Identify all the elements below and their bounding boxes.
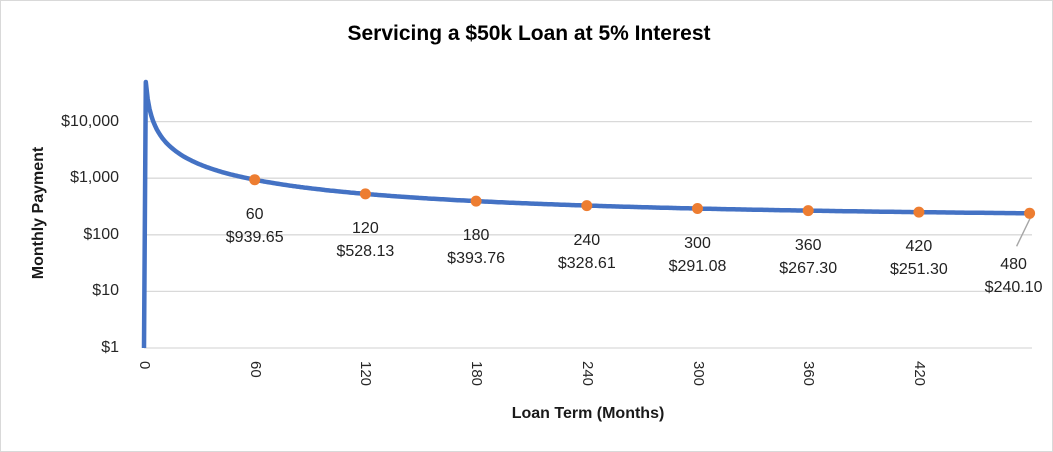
x-tick-label: 300 (689, 361, 707, 387)
data-label: 120 $528.13 (295, 217, 435, 263)
label-leader-line (1015, 216, 1032, 247)
data-label-payment: $528.13 (336, 242, 395, 260)
data-label-payment: $291.08 (668, 257, 727, 275)
y-tick-label: $1,000 (70, 169, 119, 187)
x-tick-label: 180 (468, 361, 486, 387)
x-tick-label: 120 (357, 361, 375, 387)
y-tick-label: $1 (101, 339, 119, 356)
x-tick-label: 0 (136, 361, 153, 370)
x-tick-label: 360 (800, 361, 818, 387)
data-point-marker (1024, 207, 1036, 219)
data-point-marker (359, 188, 371, 200)
x-axis-title: Loan Term (Months) (511, 405, 665, 422)
data-label-payment: $251.30 (889, 261, 948, 279)
data-label-payment: $393.76 (447, 250, 506, 268)
data-label: 300 $291.08 (628, 232, 768, 278)
data-label-term: 120 (352, 219, 379, 237)
data-point-marker (581, 200, 593, 212)
data-label-term: 300 (684, 234, 711, 252)
data-label: 240 $328.61 (517, 229, 657, 275)
data-label-term: 240 (573, 231, 601, 249)
data-label: 60 $939.65 (185, 203, 325, 249)
data-point-marker (692, 203, 703, 214)
y-tick-label: $10 (92, 282, 119, 300)
chart-title: Servicing a $50k Loan at 5% Interest (347, 22, 711, 45)
y-tick-label: $10,000 (61, 112, 119, 130)
data-label: 480 $240.10 (944, 253, 1052, 299)
data-label-payment: $939.65 (225, 228, 284, 246)
x-tick-label: 240 (578, 361, 596, 387)
y-tick-label: $100 (83, 225, 119, 243)
x-tick-label: 60 (246, 361, 264, 378)
data-point-marker (470, 195, 482, 207)
data-label-payment: $267.30 (779, 259, 838, 277)
data-label-term: 360 (794, 236, 822, 254)
data-label-term: 480 (1000, 256, 1027, 274)
data-point-marker (802, 205, 814, 217)
x-tick-label: 420 (910, 361, 928, 387)
data-label-term: 180 (462, 227, 490, 245)
data-label-term: 420 (905, 238, 933, 256)
data-label-payment: $328.61 (557, 254, 616, 272)
data-point-marker (913, 206, 925, 218)
data-point-marker (249, 174, 261, 186)
data-label: 360 $267.30 (738, 234, 878, 280)
data-label: 180 $393.76 (406, 224, 546, 270)
data-label-term: 60 (245, 205, 264, 223)
data-label-payment: $240.10 (984, 279, 1043, 297)
data-label: 420 $251.30 (849, 235, 989, 281)
